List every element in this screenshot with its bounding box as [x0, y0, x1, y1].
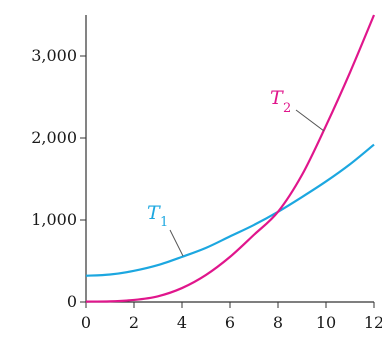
x-ticks: 0 2 4 6 8 10 12 [81, 302, 382, 332]
x-tick-label: 4 [177, 313, 187, 332]
x-tick-label: 0 [81, 313, 91, 332]
y-tick-label: 1,000 [31, 210, 77, 229]
series-label-t2: T [270, 87, 284, 109]
x-tick-label: 2 [129, 313, 139, 332]
x-tick-label: 6 [225, 313, 235, 332]
x-tick-label: 12 [364, 313, 382, 332]
x-tick-label: 8 [273, 313, 283, 332]
series-line-t1 [85, 143, 375, 277]
series-labels: T 1T 2 [147, 87, 325, 257]
label-leader-line [169, 229, 184, 257]
y-tick-label: 2,000 [31, 128, 77, 147]
series-line-t2 [85, 14, 376, 303]
label-leader-line [295, 109, 325, 132]
series-label-subscript: 2 [283, 101, 291, 116]
y-tick-label: 3,000 [31, 46, 77, 65]
x-tick-label: 10 [316, 313, 336, 332]
series-label-t1: T [147, 202, 161, 224]
series [85, 14, 376, 303]
series-label-subscript: 1 [160, 215, 168, 230]
y-ticks: 0 1,000 2,000 3,000 [31, 46, 86, 311]
axes [85, 15, 374, 303]
y-tick-label: 0 [67, 292, 77, 311]
